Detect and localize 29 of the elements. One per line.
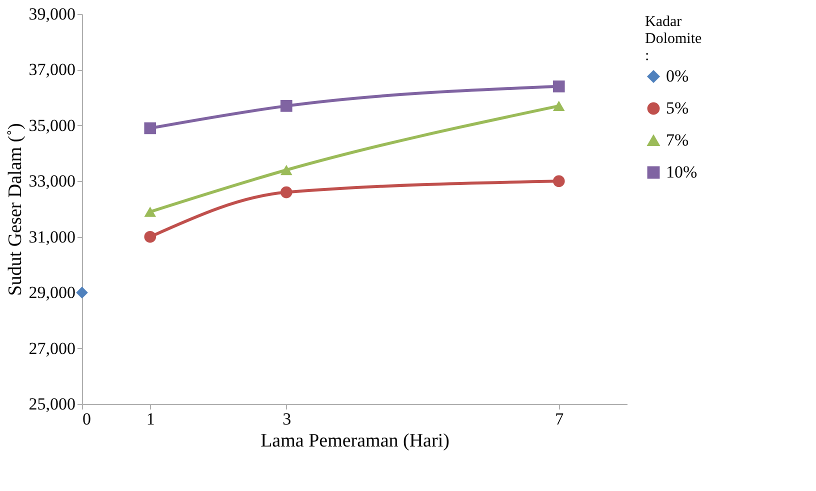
y-tick-label: 37,000 bbox=[28, 60, 76, 80]
x-tick-label: 7 bbox=[555, 410, 564, 428]
point bbox=[144, 206, 156, 217]
point bbox=[280, 164, 292, 176]
y-tick-label: 33,000 bbox=[28, 172, 76, 191]
y-tick-label: 35,000 bbox=[28, 116, 76, 135]
y-tick-label: 39,000 bbox=[28, 4, 76, 24]
legend-label: 10% bbox=[666, 162, 698, 182]
point bbox=[76, 286, 88, 298]
y-tick-label: 29,000 bbox=[28, 283, 76, 302]
point bbox=[552, 80, 565, 92]
point bbox=[144, 122, 156, 134]
y-tick-label: 25,000 bbox=[28, 394, 76, 414]
legend-label: 0% bbox=[666, 66, 689, 86]
point bbox=[280, 186, 292, 198]
x-tick-label: 1 bbox=[146, 410, 155, 428]
point bbox=[552, 175, 565, 188]
x-axis-title: Lama Pemeraman (Hari) bbox=[260, 430, 450, 452]
x-tick-label: 0 bbox=[82, 410, 91, 428]
x-tick-label: 3 bbox=[282, 410, 292, 428]
legend-label: 5% bbox=[666, 98, 689, 118]
point bbox=[552, 100, 565, 112]
point bbox=[144, 230, 156, 243]
point bbox=[280, 100, 292, 112]
y-tick-label: 27,000 bbox=[28, 338, 76, 358]
legend-label: 7% bbox=[666, 130, 689, 150]
legend-title: Kadar Dolomite : bbox=[645, 14, 702, 64]
y-axis-title: Sudut Geser Dalam (˚) bbox=[4, 123, 26, 296]
y-tick-label: 31,000 bbox=[28, 227, 76, 246]
